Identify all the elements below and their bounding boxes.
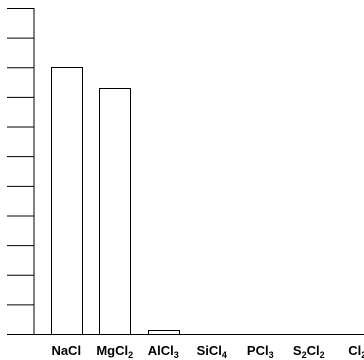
- x-tick-label-pcl3: PCl3: [247, 343, 274, 360]
- x-tick-label-nacl: NaCl: [51, 343, 81, 358]
- x-tick-label-s2cl2: S2Cl2: [293, 343, 325, 360]
- x-tick-labels: NaCl MgCl2 AlCl3 SiCl4 PCl3 S2Cl2 Cl2: [51, 343, 364, 360]
- x-tick-label-cl2: Cl2: [348, 343, 364, 360]
- bar-alcl3: [148, 330, 180, 335]
- bar-mgcl2: [99, 88, 131, 335]
- chart-bars: [51, 67, 180, 335]
- x-tick-label-mgcl2: MgCl2: [96, 343, 133, 360]
- x-tick-label-sicl4: SiCl4: [197, 343, 227, 360]
- x-tick-label-alcl3: AlCl3: [148, 343, 179, 360]
- bar-nacl: [51, 67, 83, 335]
- chart-axes: [7, 8, 364, 335]
